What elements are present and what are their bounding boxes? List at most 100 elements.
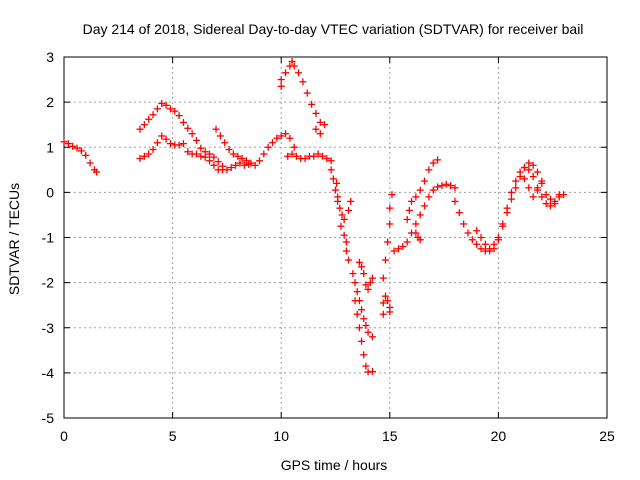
data-point [360,270,368,278]
tick-labels: 0 5 10 15 20 25 -5 -4 -3 -2 -1 0 1 2 3 [42,49,615,444]
data-point [412,220,420,228]
data-point [547,202,555,210]
data-point [273,134,281,142]
data-point [136,125,144,133]
data-point [166,140,174,148]
data-point [303,89,311,97]
data-point [247,159,255,167]
data-point [342,247,350,255]
data-point [60,138,68,146]
data-point [379,274,387,282]
data-point [503,204,511,212]
data-point [358,263,366,271]
data-point [473,240,481,248]
data-point [542,191,550,199]
data-point [529,173,537,181]
data-point [332,186,339,194]
data-point [379,299,387,307]
data-point [429,186,437,194]
data-point [507,195,515,203]
data-point [460,220,468,228]
data-points [60,58,568,376]
data-point [232,161,240,169]
data-point [277,76,285,84]
data-point [295,69,303,77]
data-point [312,125,320,133]
ticks [63,56,608,419]
data-point [171,107,179,115]
data-point [210,153,218,161]
data-point [192,136,200,144]
data-point [364,328,372,336]
data-point [333,179,341,187]
data-point [149,111,157,119]
data-point [529,161,537,169]
data-point [560,191,568,199]
data-point [388,191,396,199]
data-point [455,209,463,217]
data-point [282,69,290,77]
data-point [86,159,94,167]
data-point [201,153,209,161]
data-point [451,197,459,205]
data-point [551,200,559,208]
data-point [216,132,224,140]
data-point [175,141,183,149]
data-point [416,211,424,219]
data-point [329,175,337,183]
data-point [323,155,331,163]
data-point [353,288,361,296]
data-point [334,193,342,201]
data-point [93,168,101,176]
data-point [358,337,366,345]
y-tick-label: 1 [46,139,54,155]
data-point [533,168,541,176]
data-point [447,182,455,190]
data-point [282,130,290,138]
data-point [368,274,376,282]
data-point [312,109,320,117]
data-point [206,150,214,158]
data-point [386,204,394,212]
data-point [290,143,298,151]
data-point [384,297,392,305]
data-point [238,155,246,163]
data-point [353,310,361,318]
data-point [538,193,546,201]
data-point [234,152,242,160]
data-point [473,227,481,235]
data-point [360,315,368,323]
data-point [345,206,353,214]
data-point [538,177,546,185]
y-tick-label: -5 [42,410,55,426]
data-point [269,139,277,147]
data-point [416,186,424,194]
data-point [412,193,420,201]
data-point [386,220,394,228]
y-tick-label: -1 [42,230,55,246]
data-point [381,292,389,300]
data-point [379,310,387,318]
data-point [429,159,437,167]
data-point [547,195,555,203]
data-point [425,193,433,201]
data-point [188,130,196,138]
data-point [264,143,272,151]
data-point [362,281,370,289]
data-point [310,152,318,160]
data-point [212,125,220,133]
data-point [240,161,248,169]
data-point [434,183,442,191]
data-point [338,211,346,219]
data-point [69,142,77,150]
data-point [529,193,537,201]
data-point [520,175,528,183]
data-point [477,234,485,241]
data-point [153,139,161,147]
data-point [347,197,355,205]
data-point [542,200,550,208]
data-point [64,140,72,148]
data-point [512,184,520,192]
data-point [360,351,368,359]
data-point [229,150,237,158]
